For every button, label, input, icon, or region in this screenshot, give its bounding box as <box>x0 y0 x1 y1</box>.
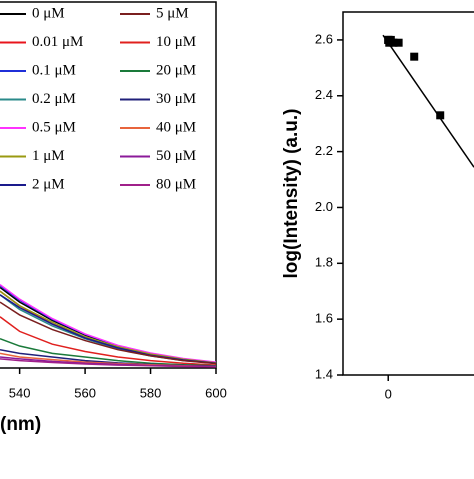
y-tick-label: 1.8 <box>315 255 333 270</box>
spectrum-line <box>0 286 217 364</box>
x-tick-label: 0 <box>385 386 392 401</box>
y-tick-label: 1.4 <box>315 366 333 381</box>
spectrum-line <box>0 290 217 364</box>
legend-label: 20 μM <box>156 62 196 78</box>
x-tick-label: 580 <box>140 385 162 400</box>
frame <box>0 1 217 369</box>
spectrum-line <box>0 283 217 363</box>
x-axis-label: (nm) <box>0 414 41 435</box>
x-tick-label: 600 <box>205 385 227 400</box>
legend-label: 30 μM <box>156 91 196 107</box>
y-tick-label: 2.4 <box>315 87 333 102</box>
legend-label: 10 μM <box>156 34 196 50</box>
fit-line <box>382 34 474 168</box>
legend-label: 0 μM <box>32 5 65 21</box>
legend-label: 80 μM <box>156 176 196 192</box>
legend-label: 2 μM <box>32 176 65 192</box>
data-point <box>394 38 403 47</box>
spectrum-line <box>0 316 217 366</box>
legend-label: 0.5 μM <box>32 119 76 135</box>
spectrum-line <box>0 358 217 368</box>
legend-label: 1 μM <box>32 148 65 164</box>
data-point <box>389 38 398 47</box>
legend-label: 50 μM <box>156 148 196 164</box>
legend-label: 5 μM <box>156 5 189 21</box>
spectrum-line <box>0 301 217 365</box>
y-tick-label: 1.6 <box>315 311 333 326</box>
legend-label: 40 μM <box>156 119 196 135</box>
spectrum-line <box>0 294 217 364</box>
spectrum-line <box>0 285 217 364</box>
spectrum-line <box>0 294 217 364</box>
legend-label: 0.2 μM <box>32 91 76 107</box>
y-tick-label: 2.2 <box>315 143 333 158</box>
legend-label: 0.01 μM <box>32 34 83 50</box>
x-tick-label: 560 <box>74 385 96 400</box>
y-tick-label: 2.6 <box>315 31 333 46</box>
data-point <box>410 52 419 61</box>
spectrum-line <box>0 338 217 367</box>
x-tick-label: 540 <box>9 385 31 400</box>
legend-label: 0.1 μM <box>32 62 76 78</box>
y-tick-label: 2.0 <box>315 199 333 214</box>
data-point <box>436 111 445 120</box>
y-axis-label: log(Intensity) (a.u.) <box>281 109 302 279</box>
frame <box>342 11 474 376</box>
spectrum-line <box>0 290 217 364</box>
